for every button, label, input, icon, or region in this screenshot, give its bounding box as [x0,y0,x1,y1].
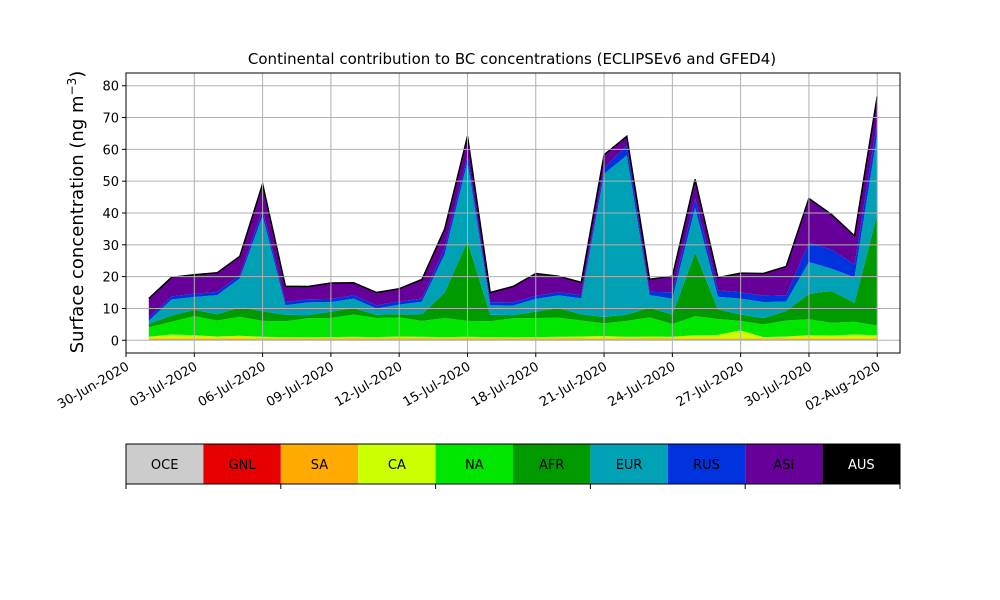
chart-title: Continental contribution to BC concentra… [248,50,776,68]
legend-label-sa: SA [311,458,328,473]
y-tick-label: 50 [102,175,119,190]
legend-swatch-gnl [203,444,281,484]
legend-swatch-na [435,444,513,484]
x-tick-label: 24-Jul-2020 [606,359,679,410]
legend-label-gnl: GNL [229,458,257,473]
x-tick-label: 18-Jul-2020 [469,359,542,410]
x-tick-label: 06-Jul-2020 [196,359,269,410]
legend-label-eur: EUR [616,458,643,473]
area-series-eur [148,134,878,324]
legend-label-rus: RUS [693,458,720,473]
plot-area: 0102030405060708030-Jun-202003-Jul-20200… [55,72,901,415]
legend-label-oce: OCE [151,458,179,473]
y-axis-label-main: Surface concentration (ng m [67,95,88,353]
y-tick-label: 80 [102,80,119,95]
legend-swatch-rus [667,444,746,484]
x-tick-label: 09-Jul-2020 [264,359,337,410]
y-tick-label: 30 [102,239,119,254]
x-tick-label: 02-Aug-2020 [803,359,883,414]
legend-label-asi: ASI [773,458,794,473]
y-tick-label: 10 [102,302,119,317]
y-tick-label: 70 [102,112,119,127]
x-tick-label: 15-Jul-2020 [401,359,474,410]
legend-colorbar: OCE GNL SA CA NA AFR EUR RUS ASI AUS [125,443,901,489]
legend-label-aus: AUS [848,458,875,473]
legend-frame [125,443,901,485]
grid-lines [125,73,900,353]
y-tick-label: 20 [102,271,119,286]
x-tick-label: 30-Jun-2020 [55,359,132,412]
legend-label-na: NA [465,458,484,473]
legend-swatch-eur [590,444,668,484]
x-tick-label: 27-Jul-2020 [674,359,747,410]
x-tick-label: 03-Jul-2020 [127,359,200,410]
legend-label-afr: AFR [539,458,564,473]
area-series-afr [148,214,878,328]
legend-swatch-oce [126,444,204,484]
x-tick-label: 21-Jul-2020 [537,359,610,410]
legend-swatch-sa [280,444,359,484]
y-tick-label: 60 [102,143,119,158]
y-tick-label: 40 [102,207,119,222]
stacked-area-layer [148,96,878,341]
total-line [148,96,878,300]
legend-swatch-aus [822,444,900,484]
legend-swatch-afr [513,444,591,484]
x-tick-label: 12-Jul-2020 [332,359,405,410]
y-axis-label: Surface concentration (ng m−3) [65,71,88,354]
legend-swatch-asi [745,444,823,484]
y-tick-label: 0 [111,334,119,349]
area-series-ca [148,330,878,339]
legend-label-ca: CA [388,458,406,473]
y-axis-label-tail: ) [67,71,88,78]
area-series-sa [148,338,878,340]
legend-swatch-ca [358,444,436,484]
y-axis-label-sup: −3 [65,78,79,96]
